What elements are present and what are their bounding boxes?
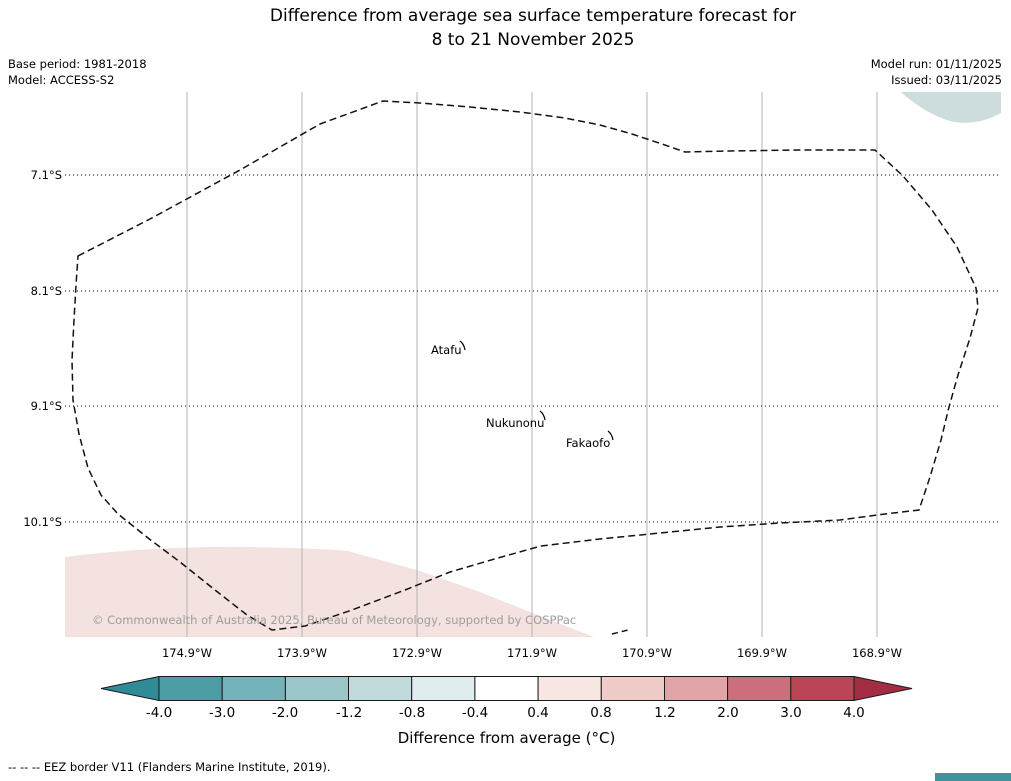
lon-label-170-9w: 170.9°W [621, 646, 673, 660]
page-title-line2: 8 to 21 November 2025 [431, 29, 635, 50]
fakaofo-atoll-marker [607, 430, 614, 441]
eez-border [71, 100, 979, 631]
colorbar-segment [600, 676, 665, 701]
cbar-tick: -1.2 [335, 705, 363, 721]
colorbar-segment [411, 676, 476, 701]
cbar-tick: 0.4 [527, 705, 549, 721]
latitude-gridlines [65, 174, 1001, 523]
place-label-fakaofo: Fakaofo [566, 436, 611, 450]
model-run-label: Model run: 01/11/2025 [870, 57, 1002, 71]
lon-label-168-9w: 168.9°W [851, 646, 903, 660]
issued-label: Issued: 03/11/2025 [891, 73, 1002, 87]
lon-label-171-9w: 171.9°W [506, 646, 558, 660]
lat-label-10-1s: 10.1°S [23, 515, 62, 529]
header-left: Base period: 1981-2018 Model: ACCESS-S2 [8, 56, 147, 88]
header-right: Model run: 01/11/2025 Issued: 03/11/2025 [871, 56, 1002, 88]
cbar-tick: -0.4 [461, 705, 489, 721]
cbar-tick: 3.0 [780, 705, 802, 721]
copyright-notice: © Commonwealth of Australia 2025, Bureau… [92, 613, 577, 627]
lon-label-173-9w: 173.9°W [276, 646, 328, 660]
lat-label-8-1s: 8.1°S [30, 284, 62, 298]
longitude-gridlines [186, 92, 878, 637]
colorbar-segment [348, 676, 413, 701]
colorbar-under-arrow [100, 676, 160, 701]
lon-label-174-9w: 174.9°W [161, 646, 213, 660]
lat-label-9-1s: 9.1°S [30, 399, 62, 413]
cbar-tick: 0.8 [590, 705, 612, 721]
nukunonu-atoll-marker [539, 410, 546, 421]
colorbar-segment [284, 676, 350, 701]
page-title-line1: Difference from average sea surface temp… [269, 6, 797, 26]
place-label-nukunonu: Nukunonu [486, 416, 545, 430]
cbar-tick: -4.0 [145, 705, 173, 721]
colorbar-axis-label: Difference from average (°C) [397, 729, 616, 747]
lon-label-169-9w: 169.9°W [736, 646, 788, 660]
colorbar-segment [727, 676, 792, 701]
model-label: Model: ACCESS-S2 [8, 73, 115, 87]
cbar-tick: 2.0 [717, 705, 739, 721]
warm-anomaly-region [65, 546, 594, 637]
colorbar-segment [158, 676, 223, 701]
colorbar-segment [537, 676, 602, 701]
atafu-atoll-marker [459, 340, 466, 351]
lon-label-172-9w: 172.9°W [391, 646, 443, 660]
cbar-tick: 4.0 [843, 705, 865, 721]
colorbar [100, 676, 913, 701]
page-title: Difference from average sea surface temp… [98, 5, 968, 52]
colorbar-over-arrow [853, 676, 913, 701]
corner-logo-mark [935, 773, 1011, 781]
colorbar-segment [790, 676, 855, 701]
eez-border-fragment [611, 629, 629, 635]
cbar-tick: -0.8 [398, 705, 426, 721]
cbar-tick: -3.0 [208, 705, 236, 721]
cool-anomaly-region [901, 92, 1001, 123]
lat-label-7-1s: 7.1°S [30, 168, 62, 182]
base-period-label: Base period: 1981-2018 [8, 57, 147, 71]
colorbar-segment [474, 676, 539, 701]
atoll-markers [459, 340, 614, 441]
cbar-tick: 1.2 [654, 705, 676, 721]
colorbar-segment [664, 676, 729, 701]
cbar-tick: -2.0 [271, 705, 299, 721]
eez-legend: -- -- -- EEZ border V11 (Flanders Marine… [8, 760, 331, 774]
colorbar-segment [221, 676, 286, 701]
place-label-atafu: Atafu [431, 343, 462, 357]
